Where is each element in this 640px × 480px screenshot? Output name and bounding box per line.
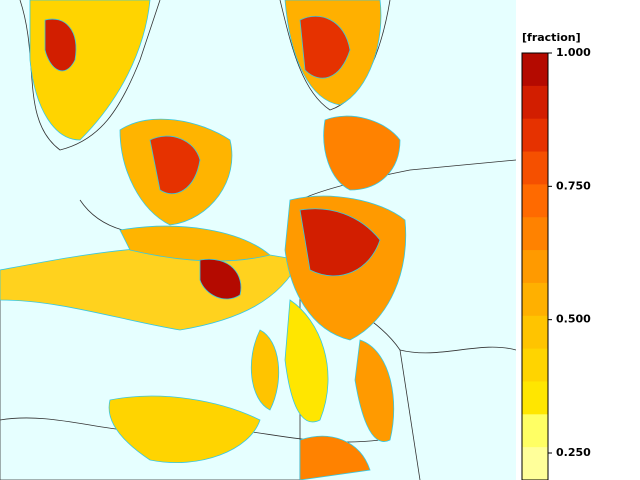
colorbar-band <box>522 118 548 153</box>
colorbar-band <box>522 151 548 185</box>
colorbar-tick-label: 0.750 <box>556 179 591 192</box>
colorbar: 1.000 0.750 0.500 0.250 <box>521 46 591 480</box>
colorbar-band <box>522 53 548 87</box>
colorbar-tick-label: 0.250 <box>556 446 591 459</box>
colorbar-band <box>522 250 548 284</box>
colorbar-tick-label: 1.000 <box>556 46 591 59</box>
fraction-field <box>0 0 407 480</box>
colorbar-title: [fraction] <box>522 31 581 44</box>
colorbar-band <box>522 381 548 415</box>
colorbar-tick-label: 0.500 <box>556 313 591 326</box>
colorbar-band <box>522 217 548 251</box>
colorbar-band <box>522 184 548 218</box>
colorbar-band <box>522 315 548 350</box>
colorbar-band <box>522 85 548 120</box>
colorbar-band <box>522 414 548 448</box>
colorbar-band <box>522 447 548 480</box>
colorbar-frame <box>521 52 549 480</box>
colorbar-band <box>522 282 548 317</box>
colorbar-band <box>522 348 548 382</box>
